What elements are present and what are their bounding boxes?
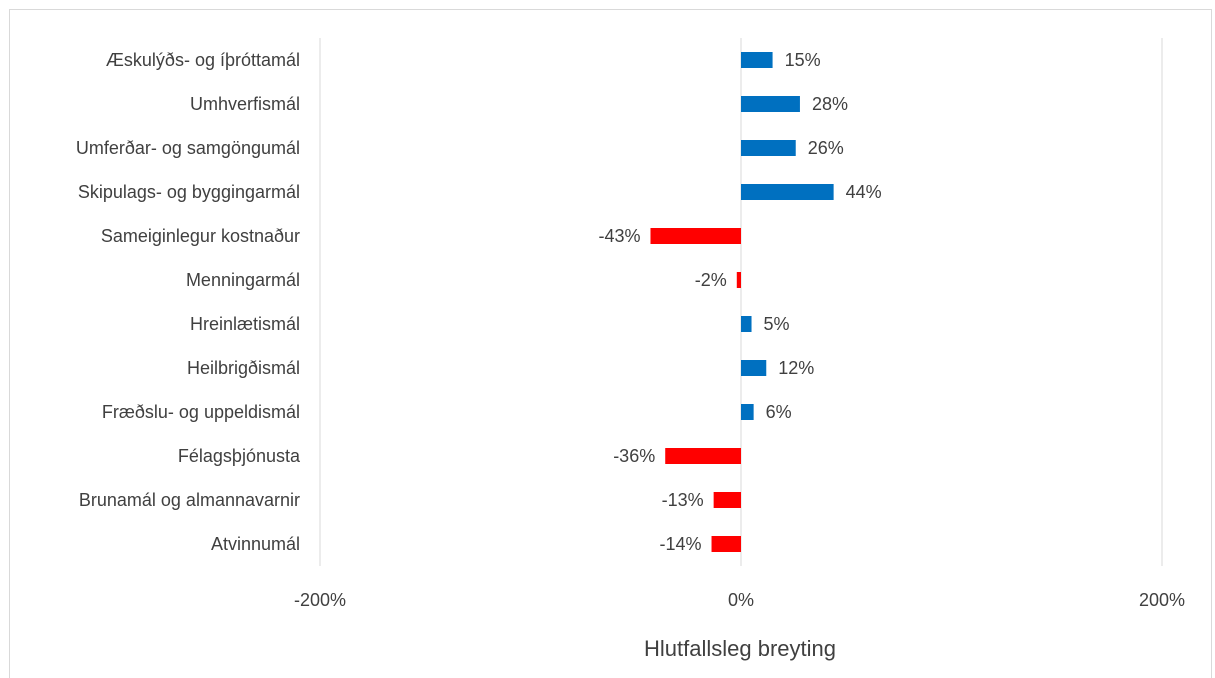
x-axis-ticks: -200% 0% 200% xyxy=(294,590,1185,610)
category-label: Hreinlætismál xyxy=(190,314,300,334)
data-label: -2% xyxy=(695,270,727,290)
data-label: -14% xyxy=(659,534,701,554)
x-tick-label: 0% xyxy=(728,590,754,610)
data-label: 26% xyxy=(808,138,844,158)
category-label: Æskulýðs- og íþróttamál xyxy=(106,50,300,70)
bar xyxy=(713,492,741,508)
bar xyxy=(741,96,800,112)
data-label: 6% xyxy=(766,402,792,422)
bar xyxy=(741,184,834,200)
bar xyxy=(711,536,741,552)
data-label: 5% xyxy=(764,314,790,334)
bar xyxy=(741,404,754,420)
data-labels: 15% 28% 26% 44% -43% -2% 5% 12% 6% -36% -13% -14% xyxy=(598,50,881,554)
category-label: Menningarmál xyxy=(186,270,300,290)
x-axis-title: Hlutfallsleg breyting xyxy=(644,636,836,661)
chart-area xyxy=(9,9,1212,678)
category-label: Félagsþjónusta xyxy=(178,446,301,466)
data-label: 15% xyxy=(785,50,821,70)
data-label: 12% xyxy=(778,358,814,378)
category-label: Sameiginlegur kostnaður xyxy=(101,226,300,246)
data-label: 28% xyxy=(812,94,848,114)
bar xyxy=(741,360,767,376)
data-label: 44% xyxy=(846,182,882,202)
bar xyxy=(741,316,752,332)
category-label: Heilbrigðismál xyxy=(187,358,300,378)
category-label: Atvinnumál xyxy=(211,534,300,554)
x-tick-label: -200% xyxy=(294,590,346,610)
category-label: Umferðar- og samgöngumál xyxy=(76,138,300,158)
data-label: -36% xyxy=(613,446,655,466)
bar xyxy=(736,272,741,288)
data-label: -13% xyxy=(662,490,704,510)
category-label: Umhverfismál xyxy=(190,94,300,114)
category-label: Fræðslu- og uppeldismál xyxy=(102,402,300,422)
x-tick-label: 200% xyxy=(1139,590,1185,610)
bar xyxy=(665,448,741,464)
data-label: -43% xyxy=(598,226,640,246)
category-labels: Æskulýðs- og íþróttamál Umhverfismál Umfer… xyxy=(76,50,301,554)
bars-group xyxy=(650,52,834,552)
plot-area xyxy=(319,38,1163,566)
bar xyxy=(741,52,773,68)
category-label: Brunamál og almannavarnir xyxy=(79,490,300,510)
bar xyxy=(741,140,796,156)
category-label: Skipulags- og byggingarmál xyxy=(78,182,300,202)
bar xyxy=(650,228,741,244)
